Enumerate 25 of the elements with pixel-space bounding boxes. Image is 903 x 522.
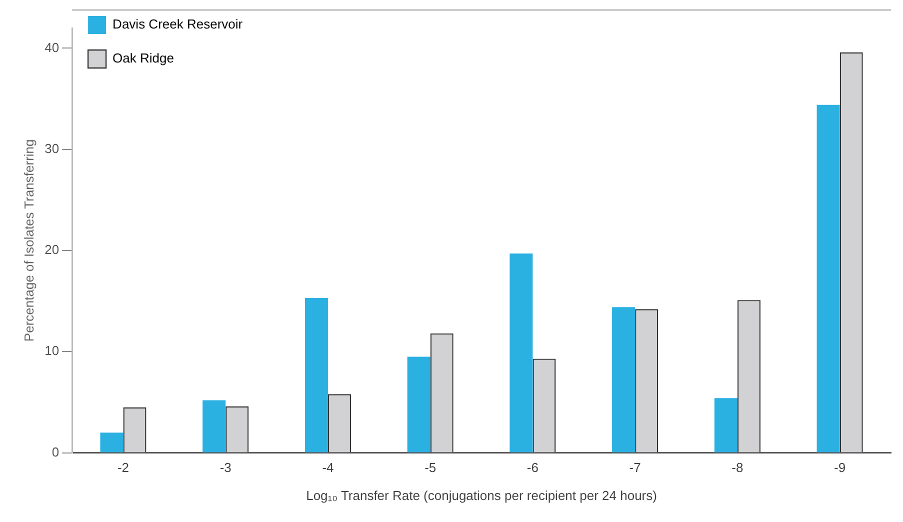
x-tick-label: -5 xyxy=(424,460,436,476)
bar xyxy=(714,398,738,452)
x-tick-label: -4 xyxy=(322,460,334,476)
bar xyxy=(304,298,328,452)
x-tick-label: -8 xyxy=(732,460,744,476)
bar xyxy=(100,432,124,452)
bar xyxy=(202,400,226,452)
legend-label: Davis Creek Reservoir xyxy=(112,16,244,32)
x-tick-label: -9 xyxy=(834,460,846,476)
bar xyxy=(407,356,430,452)
x-tick-label: -6 xyxy=(526,460,538,476)
y-tick-label: 40 xyxy=(44,40,60,55)
y-axis-title: Percentage of Isolates Transferring xyxy=(21,139,36,342)
y-tick-label: 0 xyxy=(52,444,60,460)
legend-label: Oak Ridge xyxy=(112,50,174,66)
bar xyxy=(816,104,840,452)
y-tick-label: 20 xyxy=(44,242,60,258)
x-axis-title: Log₁₀ Transfer Rate (conjugations per recipient per 24 hours) xyxy=(306,488,657,503)
y-tick-label: 10 xyxy=(44,343,60,358)
x-tick-label: -2 xyxy=(117,460,130,476)
x-tick-label: -3 xyxy=(220,460,232,476)
bar xyxy=(510,254,533,452)
bar xyxy=(612,307,636,452)
y-tick-label: 30 xyxy=(44,140,60,156)
x-tick-label: -7 xyxy=(629,460,641,476)
